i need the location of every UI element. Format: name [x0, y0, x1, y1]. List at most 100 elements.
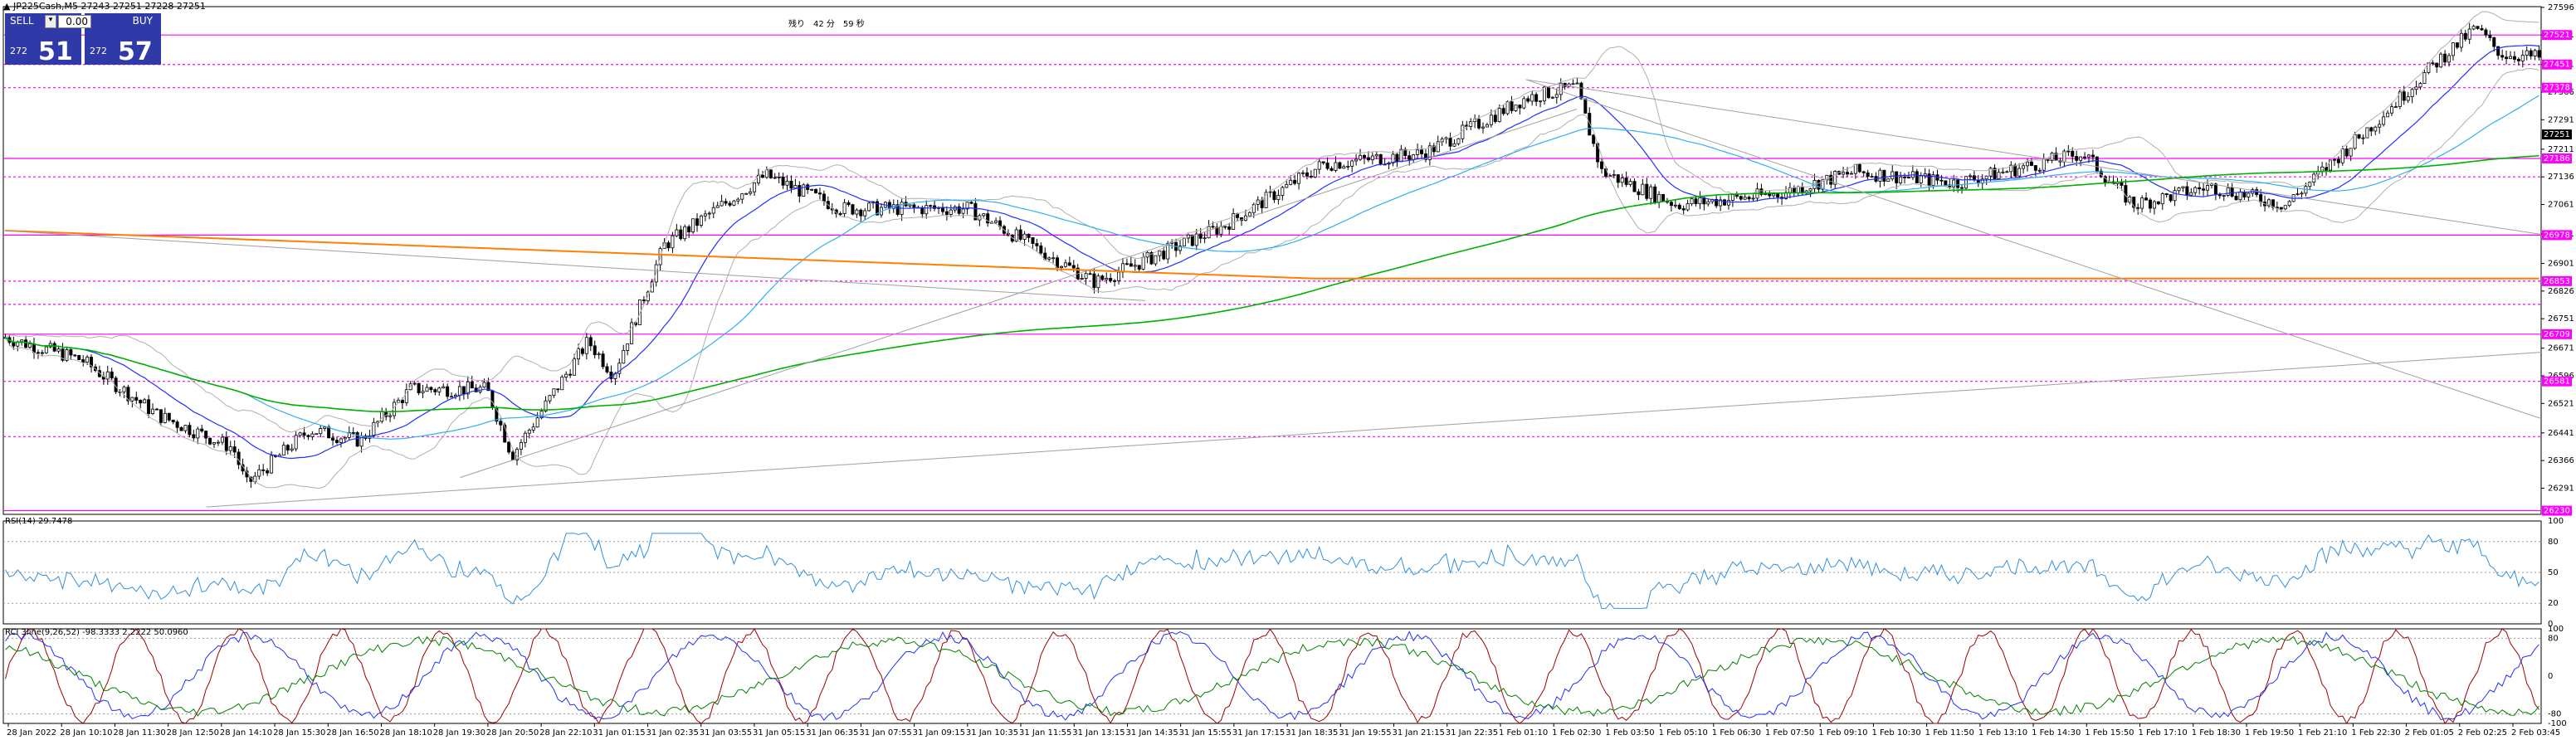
candle-body — [622, 350, 626, 364]
level-tag-label: 27186 — [2544, 154, 2570, 163]
candle-body — [1861, 171, 1866, 173]
candle-body — [1497, 108, 1501, 122]
buy-block[interactable]: BUY 272 57 — [85, 13, 161, 66]
lot-dropdown-arrow-icon[interactable]: ▾ — [45, 15, 56, 28]
candle-body — [1546, 86, 1550, 99]
candle-body — [1207, 226, 1211, 239]
candle-body — [789, 180, 793, 189]
candle-body — [167, 412, 171, 421]
candle-body — [1772, 193, 1776, 197]
candle-body — [2013, 164, 2017, 177]
candle-body — [2033, 165, 2037, 171]
candle-body — [908, 204, 912, 207]
candle-body — [2279, 207, 2283, 210]
candle-body — [1641, 183, 1645, 196]
time-tick-label: 1 Feb 05:10 — [1659, 728, 1708, 738]
candle-body — [2230, 187, 2234, 197]
candle-body — [1420, 149, 1424, 154]
candle-body — [2512, 56, 2516, 60]
rsi-pane[interactable]: 100 80 50 20 0 — [2, 517, 2564, 629]
symbol-header: ▲ JP225Cash,M5 27243 27251 27228 27251 — [3, 1, 206, 12]
time-tick-label: 28 Jan 22:10 — [539, 728, 592, 738]
candle-body — [2451, 42, 2455, 56]
candle-body — [711, 207, 715, 214]
time-tick-label: 1 Feb 19:50 — [2245, 728, 2294, 738]
candle-body — [454, 394, 458, 397]
candle-body — [1080, 277, 1084, 280]
candle-body — [2206, 185, 2210, 191]
candle-body — [1297, 173, 1301, 184]
candle-body — [81, 359, 85, 363]
candle-body — [2349, 148, 2353, 157]
candle-body — [85, 357, 90, 363]
candle-body — [1251, 203, 1256, 213]
candle-body — [679, 229, 683, 240]
collapse-triangle-icon[interactable]: ▲ — [3, 1, 11, 12]
candle-body — [1194, 233, 1198, 246]
candle-body — [433, 389, 437, 392]
candle-body — [1743, 197, 1747, 200]
candle-body — [2066, 150, 2071, 153]
candle-body — [2459, 32, 2463, 48]
candle-body — [1612, 174, 1616, 176]
candle-body — [16, 342, 20, 347]
candle-body — [1141, 256, 1145, 270]
candle-body — [56, 348, 61, 352]
candle-body — [1432, 145, 1436, 153]
candle-body — [1550, 96, 1554, 99]
candle-body — [2393, 106, 2398, 108]
candle-body — [270, 455, 274, 474]
time-tick-label: 1 Feb 18:30 — [2192, 728, 2241, 738]
candle-body — [2259, 194, 2263, 202]
candle-body — [2410, 89, 2414, 97]
level-tag — [2542, 505, 2572, 516]
candle-body — [580, 348, 584, 354]
candle-body — [192, 434, 196, 439]
candle-body — [671, 235, 675, 249]
buy-button[interactable]: BUY — [132, 15, 153, 27]
candle-body — [707, 212, 711, 215]
candle-body — [228, 446, 232, 451]
candle-body — [2443, 53, 2447, 63]
candle-body — [306, 435, 310, 437]
candle-body — [859, 209, 863, 217]
candle-body — [925, 205, 929, 215]
rsi-tick-label: 100 — [2548, 517, 2564, 526]
candle-body — [2505, 56, 2509, 60]
candle-body — [1035, 243, 1039, 246]
sell-button[interactable]: SELL — [10, 15, 34, 27]
candle-body — [2029, 161, 2033, 166]
candle-body — [2439, 53, 2443, 68]
time-tick-label: 28 Jan 20:50 — [486, 728, 539, 738]
buy-price-prefix: 272 — [90, 46, 107, 56]
candle-body — [1571, 83, 1575, 85]
candle-body — [895, 204, 900, 215]
candle-body — [2152, 201, 2156, 209]
candle-body — [2079, 156, 2083, 161]
lot-size-input[interactable]: 0.00 — [58, 15, 91, 28]
candle-body — [122, 387, 126, 392]
candle-body — [842, 202, 846, 214]
candle-body — [2406, 96, 2410, 101]
candle-body — [1677, 204, 1681, 209]
candle-body — [52, 343, 56, 352]
candle-body — [437, 387, 442, 392]
time-tick-label: 1 Feb 11:50 — [1925, 728, 1974, 738]
candle-body — [982, 213, 986, 217]
candle-body — [507, 441, 511, 453]
candle-body — [986, 213, 990, 224]
candle-body — [2181, 186, 2185, 188]
candle-body — [2026, 161, 2030, 167]
candle-body — [2086, 154, 2091, 158]
candle-body — [1374, 153, 1378, 157]
main-price-pane[interactable]: 2759627521274412736627291272112713627061… — [2, 3, 2574, 516]
time-tick-label: 1 Feb 01:10 — [1499, 728, 1548, 738]
candle-body — [2022, 165, 2026, 169]
price-tick-label: 26521 — [2548, 399, 2574, 408]
ma-long-line — [5, 230, 2539, 280]
candle-body — [1624, 178, 1628, 185]
candle-body — [105, 371, 110, 380]
candle-body — [1067, 262, 1071, 266]
candle-body — [1276, 195, 1281, 201]
